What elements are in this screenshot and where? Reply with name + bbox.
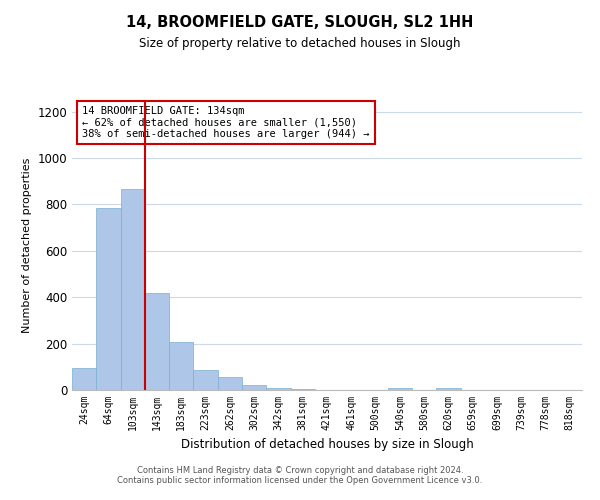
Bar <box>290 389 315 390</box>
Bar <box>96 208 121 390</box>
Bar <box>169 342 193 390</box>
Bar <box>266 388 290 390</box>
Text: Size of property relative to detached houses in Slough: Size of property relative to detached ho… <box>139 38 461 51</box>
Bar <box>121 190 145 390</box>
Bar <box>436 388 461 390</box>
Bar <box>145 292 169 390</box>
Bar <box>72 368 96 390</box>
Bar <box>218 377 242 390</box>
X-axis label: Distribution of detached houses by size in Slough: Distribution of detached houses by size … <box>181 438 473 452</box>
Bar <box>388 388 412 390</box>
Text: 14, BROOMFIELD GATE, SLOUGH, SL2 1HH: 14, BROOMFIELD GATE, SLOUGH, SL2 1HH <box>127 15 473 30</box>
Text: 14 BROOMFIELD GATE: 134sqm
← 62% of detached houses are smaller (1,550)
38% of s: 14 BROOMFIELD GATE: 134sqm ← 62% of deta… <box>82 106 370 139</box>
Y-axis label: Number of detached properties: Number of detached properties <box>22 158 32 332</box>
Bar <box>242 386 266 390</box>
Text: Contains HM Land Registry data © Crown copyright and database right 2024.
Contai: Contains HM Land Registry data © Crown c… <box>118 466 482 485</box>
Bar <box>193 370 218 390</box>
